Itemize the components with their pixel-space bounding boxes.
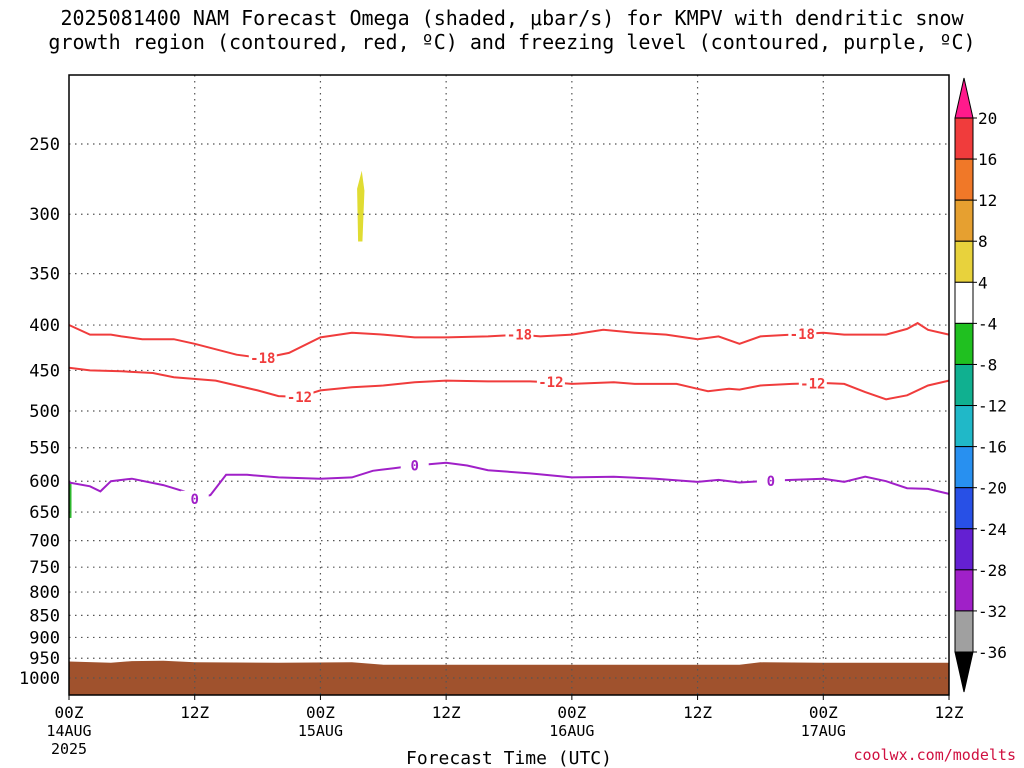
x-axis-title: Forecast Time (UTC) — [406, 748, 612, 768]
contour-label: -18 — [250, 351, 275, 367]
omega-shading-yellow — [357, 170, 365, 242]
contour-label-bg — [536, 374, 565, 391]
colorbar-bin — [954, 405, 974, 448]
grid-lines — [69, 75, 949, 695]
contour-label: 0 — [410, 459, 418, 475]
x-tick-label: 12Z — [935, 703, 964, 722]
colorbar: 20 16 12 8 4 -4 -8 -12 -16 -20 -24 -28 -32 -36 — [954, 77, 1007, 693]
colorbar-bin — [954, 610, 974, 653]
colorbar-bottom-triangle — [954, 651, 974, 693]
contour-label: 0 — [767, 474, 775, 490]
plot-border — [68, 74, 950, 696]
y-tick-label: 300 — [29, 205, 60, 225]
x-tick-date: 14AUG — [46, 722, 91, 740]
chart-title-line1: 2025081400 NAM Forecast Omega (shaded, μ… — [60, 6, 964, 30]
y-tick-label: 1000 — [19, 669, 60, 689]
contour-label-bg — [248, 350, 277, 367]
contour-label: -12 — [538, 375, 563, 391]
colorbar-label: -24 — [978, 520, 1007, 539]
x-tick-date: 15AUG — [298, 722, 343, 740]
contour-label-bg — [788, 325, 817, 342]
x-tick-label: 00Z — [557, 703, 586, 722]
contour-label: -18 — [507, 328, 532, 344]
y-tick-label: 550 — [29, 439, 60, 459]
x-tick-label: 12Z — [432, 703, 461, 722]
contour-label-bg — [180, 490, 209, 507]
colorbar-bin — [954, 281, 974, 324]
x-tick-label: 12Z — [683, 703, 712, 722]
shaded-regions — [69, 170, 949, 695]
credit-text: coolwx.com/modelts — [853, 746, 1016, 764]
colorbar-bin — [954, 487, 974, 530]
y-tick-label: 750 — [29, 558, 60, 578]
colorbar-top-triangle — [954, 77, 974, 119]
x-tick-label: 12Z — [180, 703, 209, 722]
omega-shading-green — [69, 482, 72, 518]
colorbar-bin — [954, 569, 974, 612]
y-tick-label: 950 — [29, 649, 60, 669]
y-tick-label: 450 — [29, 361, 60, 381]
colorbar-label: 20 — [978, 109, 997, 128]
x-tick-date: 17AUG — [801, 722, 846, 740]
colorbar-label: 16 — [978, 150, 997, 169]
colorbar-label: -12 — [978, 397, 1007, 416]
x-tick-label: 00Z — [55, 703, 84, 722]
contour-label-bg — [756, 472, 785, 489]
y-tick-label: 850 — [29, 606, 60, 626]
contour-label: -12 — [800, 376, 825, 392]
x-tick-year: 2025 — [51, 740, 87, 758]
y-tick-label: 800 — [29, 583, 60, 603]
contour-lines: -18 -18 -18 -12 -12 -12 0 0 0 — [68, 321, 950, 508]
y-tick-label: 600 — [29, 472, 60, 492]
y-tick-label: 700 — [29, 532, 60, 552]
y-tick-label: 500 — [29, 402, 60, 422]
colorbar-bin — [954, 528, 974, 571]
contour-line — [68, 461, 950, 500]
colorbar-label: -36 — [978, 643, 1007, 662]
y-tick-label: 250 — [29, 135, 60, 155]
contour-label-bg — [400, 457, 429, 474]
y-tick-label: 400 — [29, 316, 60, 336]
colorbar-label: -4 — [978, 314, 997, 333]
y-axis: 2503003504004505005506006507007508008509… — [19, 135, 60, 689]
colorbar-bin — [954, 117, 974, 160]
colorbar-label: -16 — [978, 438, 1007, 457]
colorbar-bin — [954, 199, 974, 242]
y-tick-label: 650 — [29, 503, 60, 523]
chart-title: 2025081400 NAM Forecast Omega (shaded, μ… — [0, 6, 1024, 54]
colorbar-bin — [954, 158, 974, 201]
colorbar-label: -8 — [978, 355, 997, 374]
x-tick-label: 00Z — [306, 703, 335, 722]
colorbar-label: 4 — [978, 273, 988, 292]
colorbar-label: 12 — [978, 191, 997, 210]
colorbar-label: 8 — [978, 232, 988, 251]
contour-label-bg — [285, 388, 314, 405]
x-tick-date: 16AUG — [549, 722, 594, 740]
plot-frame — [68, 74, 950, 696]
colorbar-label: -20 — [978, 479, 1007, 498]
x-tick-label: 00Z — [809, 703, 838, 722]
colorbar-bin — [954, 322, 974, 365]
colorbar-bin — [954, 240, 974, 283]
contour-label: -12 — [287, 390, 312, 406]
y-tick-label: 900 — [29, 628, 60, 648]
contour-label-bg — [505, 326, 534, 343]
colorbar-bin — [954, 363, 974, 407]
chart-title-line2: growth region (contoured, red, ºC) and f… — [48, 30, 976, 54]
contour-label: -18 — [790, 327, 815, 343]
below-ground-shading — [69, 660, 949, 695]
contour-label-bg — [798, 375, 827, 392]
y-tick-label: 350 — [29, 265, 60, 285]
colorbar-label: -32 — [978, 602, 1007, 621]
colorbar-label: -28 — [978, 561, 1007, 580]
colorbar-bin — [954, 446, 974, 489]
contour-label: 0 — [190, 492, 198, 508]
